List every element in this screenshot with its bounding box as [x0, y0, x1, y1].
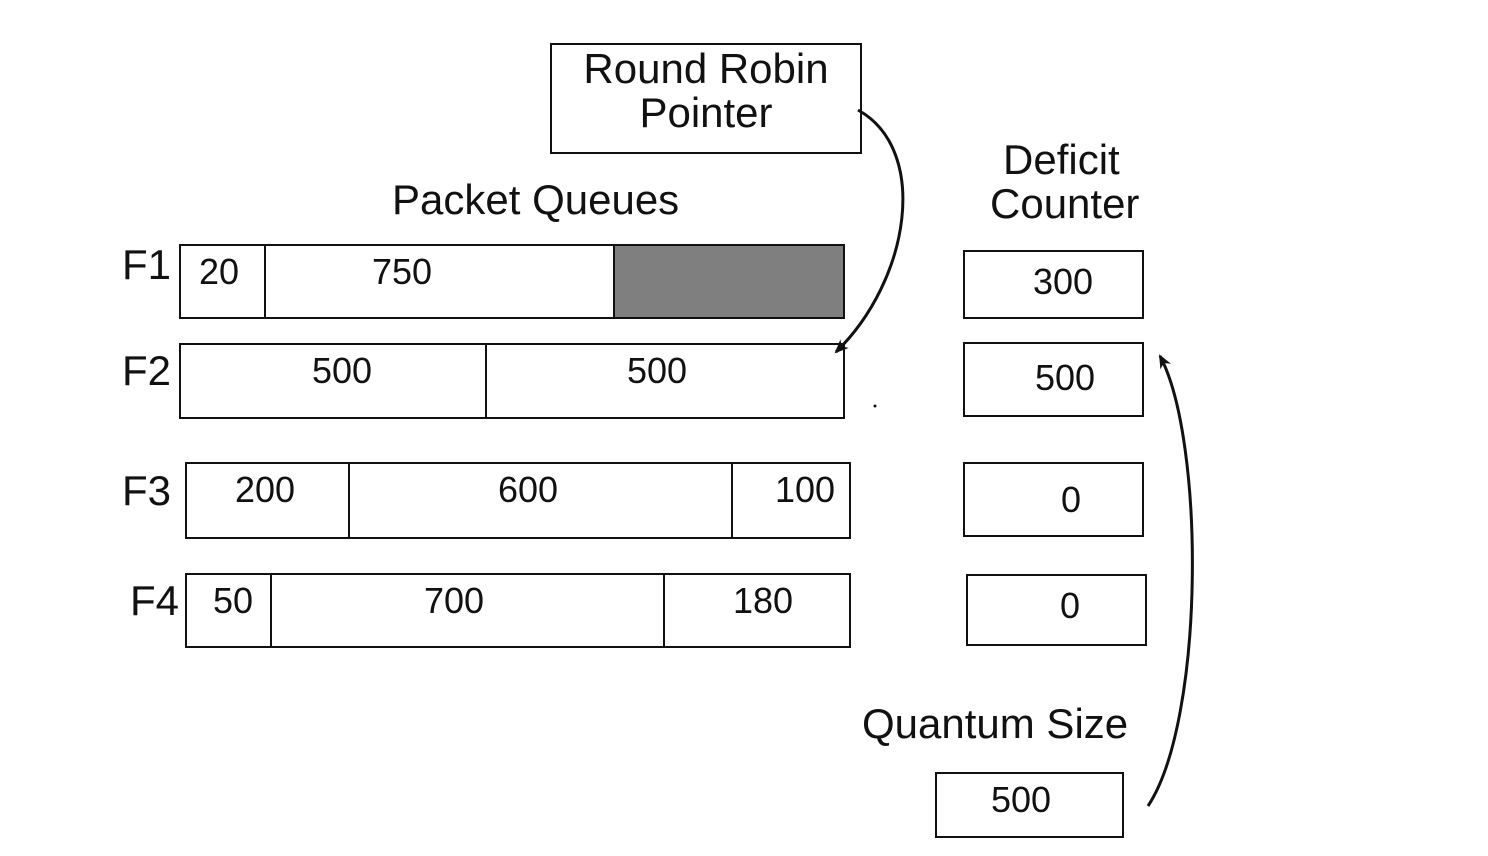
deficit-counter-f1: 300 [963, 250, 1144, 319]
packet-cell: 200 [187, 464, 349, 537]
packet-size: 200 [235, 469, 296, 510]
deficit-counter-title-line2: Counter [990, 180, 1140, 227]
quantum-size-value: 500 [991, 779, 1052, 820]
packet-cell: 750 [264, 246, 614, 317]
packet-cell: 180 [663, 575, 849, 646]
flow-label-f2: F2 [122, 347, 172, 394]
packet-size: 500 [627, 350, 688, 391]
round-robin-pointer-arrow [834, 108, 905, 354]
packet-queue-f3: 200 600 100 [185, 462, 851, 539]
packet-queue-f1: 20 750 [179, 244, 845, 319]
round-robin-pointer-box: Round Robin Pointer [550, 43, 862, 154]
packet-size: 750 [372, 251, 433, 292]
packet-cell: 500 [485, 345, 843, 417]
quantum-to-deficit-arrow [1146, 354, 1194, 807]
packet-size: 100 [775, 469, 836, 510]
deficit-value: 0 [1061, 479, 1082, 520]
packet-size: 700 [424, 580, 485, 621]
packet-cell: 600 [348, 464, 732, 537]
flow-label-f4: F4 [130, 577, 180, 624]
deficit-counter-f4: 0 [966, 574, 1147, 646]
flow-label-f1: F1 [122, 241, 172, 288]
deficit-value: 300 [1033, 261, 1094, 302]
packet-size: 500 [312, 350, 373, 391]
round-robin-pointer-line1: Round Robin [583, 45, 829, 92]
packet-cell: 50 [187, 575, 271, 646]
packet-size: 20 [199, 251, 240, 292]
stray-dot [873, 404, 877, 408]
deficit-value: 0 [1060, 585, 1081, 626]
packet-cell-shaded [613, 246, 843, 317]
quantum-size-box: 500 [935, 772, 1124, 838]
deficit-counter-f2: 500 [963, 342, 1144, 417]
packet-cell: 100 [731, 464, 849, 537]
deficit-counter-f3: 0 [963, 462, 1144, 537]
packet-cell: 500 [181, 345, 486, 417]
round-robin-pointer-line2: Pointer [639, 89, 773, 136]
deficit-value: 500 [1035, 357, 1096, 398]
packet-queues-title: Packet Queues [392, 176, 680, 223]
packet-size: 600 [498, 469, 559, 510]
quantum-size-title: Quantum Size [862, 700, 1129, 747]
packet-cell: 700 [270, 575, 664, 646]
packet-queue-f4: 50 700 180 [185, 573, 851, 648]
packet-cell: 20 [181, 246, 265, 317]
packet-queue-f2: 500 500 [179, 343, 845, 419]
packet-size: 180 [733, 580, 794, 621]
deficit-counter-title-line1: Deficit [1003, 136, 1120, 183]
packet-size: 50 [213, 580, 254, 621]
flow-label-f3: F3 [122, 467, 172, 514]
